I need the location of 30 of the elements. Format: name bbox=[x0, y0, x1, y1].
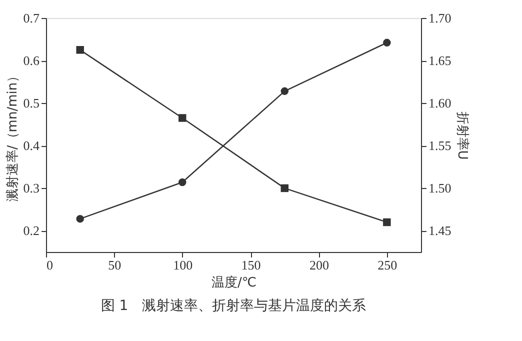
x-tick-label: 100 bbox=[173, 258, 193, 272]
point bbox=[76, 214, 84, 223]
x-tick-label: 150 bbox=[241, 258, 261, 272]
y-tick-label: 0.3 bbox=[23, 180, 40, 196]
y2-axis-title: 折射率U bbox=[454, 111, 470, 160]
x-tick-label: 250 bbox=[378, 258, 398, 272]
y-tick-label: 0.5 bbox=[23, 96, 40, 111]
y-tick-label: 0.7 bbox=[23, 10, 40, 26]
point bbox=[178, 178, 186, 186]
y2-tick-label: 1.50 bbox=[428, 180, 452, 196]
y-tick-label: 0.4 bbox=[23, 138, 40, 154]
y2-tick-label: 1.45 bbox=[428, 223, 452, 238]
y2-tick-label: 1.60 bbox=[428, 96, 452, 111]
y2-tick-label: 1.55 bbox=[428, 138, 452, 154]
point bbox=[383, 218, 391, 226]
point bbox=[383, 38, 391, 47]
y-axis-title: 溅射速率/（mn/min） bbox=[4, 69, 20, 202]
point bbox=[280, 87, 289, 96]
x-tick-label: 0 bbox=[46, 258, 53, 272]
point bbox=[280, 184, 289, 192]
y-tick-label: 0.2 bbox=[23, 223, 40, 238]
x-axis-title: 温度/℃ bbox=[212, 274, 256, 290]
point bbox=[76, 46, 84, 54]
point bbox=[178, 114, 186, 122]
text: 图 1 溅射速率、折射率与基片温度的关系 bbox=[100, 298, 366, 314]
y2-tick-label: 1.70 bbox=[428, 10, 452, 26]
x-tick-label: 50 bbox=[108, 258, 122, 272]
y-tick-label: 0.6 bbox=[23, 53, 40, 68]
y2-tick-label: 1.65 bbox=[428, 53, 452, 68]
x-tick-label: 200 bbox=[309, 258, 329, 272]
